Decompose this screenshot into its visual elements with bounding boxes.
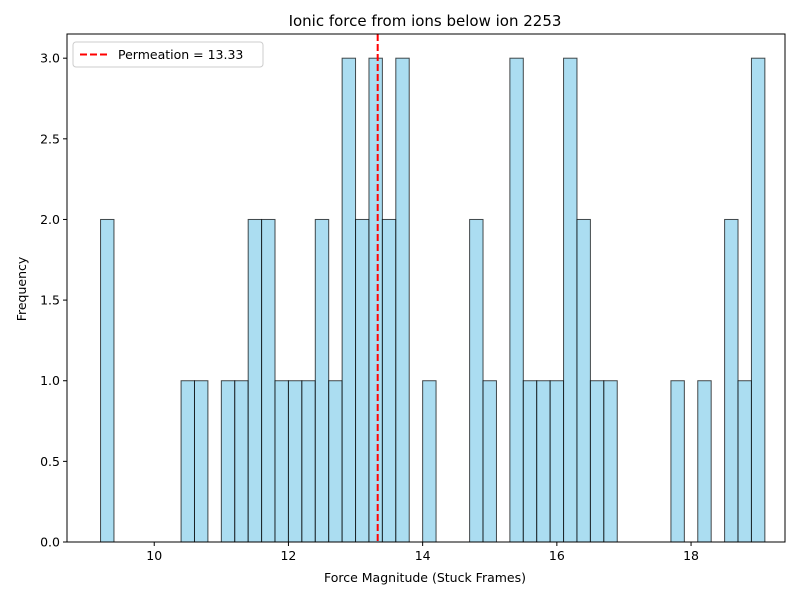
y-tick-label: 1.5 <box>40 293 60 308</box>
histogram-bar <box>509 57 524 543</box>
x-tick-label: 14 <box>415 548 431 563</box>
legend-box <box>72 41 264 68</box>
x-tick-label: 18 <box>683 548 699 563</box>
y-tick-label: 0.5 <box>40 454 60 469</box>
histogram-bar <box>100 218 115 543</box>
y-tick-label: 3.0 <box>40 51 60 66</box>
y-axis-ticks: 0.0 0.5 1.0 1.5 2.0 2.5 3.0 <box>40 51 67 550</box>
y-axis-title: Frequency <box>14 256 29 321</box>
histogram-bar <box>422 380 437 543</box>
histogram-bar <box>355 218 370 543</box>
histogram-bar <box>193 380 209 543</box>
y-tick-label: 1.0 <box>40 373 60 388</box>
histogram-bar <box>381 218 397 543</box>
legend: Permeation = 13.33 <box>72 41 264 68</box>
histogram-bar <box>287 380 303 543</box>
histogram-bar <box>314 218 330 543</box>
histogram-bar <box>395 57 410 543</box>
histogram-bar <box>341 57 357 543</box>
histogram-bar <box>576 218 591 543</box>
y-tick-label: 0.0 <box>40 535 60 550</box>
histogram-bar <box>220 380 236 543</box>
histogram-bar <box>670 380 685 543</box>
x-tick-label: 12 <box>280 548 296 563</box>
y-tick-label: 2.5 <box>40 131 60 146</box>
histogram-bar <box>274 380 289 543</box>
histogram-bar <box>697 380 712 543</box>
bars-group <box>100 57 766 543</box>
chart-title: Ionic force from ions below ion 2253 <box>289 12 562 30</box>
plot-frame <box>66 33 786 543</box>
histogram-bar <box>469 218 484 543</box>
x-tick-label: 16 <box>549 548 565 563</box>
histogram-bar <box>750 57 766 543</box>
histogram-bar <box>368 57 383 543</box>
histogram-bar <box>261 218 276 543</box>
histogram-bar <box>603 380 618 543</box>
histogram-bar <box>180 380 195 543</box>
histogram-bar <box>247 218 263 543</box>
x-axis-title: Force Magnitude (Stuck Frames) <box>324 570 526 585</box>
x-tick-label: 10 <box>146 548 162 563</box>
y-tick-label: 2.0 <box>40 212 60 227</box>
histogram-bar <box>482 380 497 543</box>
histogram-bar <box>536 380 551 543</box>
histogram-bar <box>301 380 316 543</box>
histogram-bar <box>234 380 249 543</box>
x-axis-ticks: 10 12 14 16 18 <box>146 542 699 563</box>
histogram-bar <box>724 218 739 543</box>
legend-label: Permeation = 13.33 <box>118 47 243 62</box>
histogram-bar <box>563 57 578 543</box>
histogram-bar <box>589 380 605 543</box>
histogram-bar <box>549 380 565 543</box>
histogram-bar <box>737 380 752 543</box>
histogram-bar <box>522 380 538 543</box>
histogram-bar <box>328 380 343 543</box>
